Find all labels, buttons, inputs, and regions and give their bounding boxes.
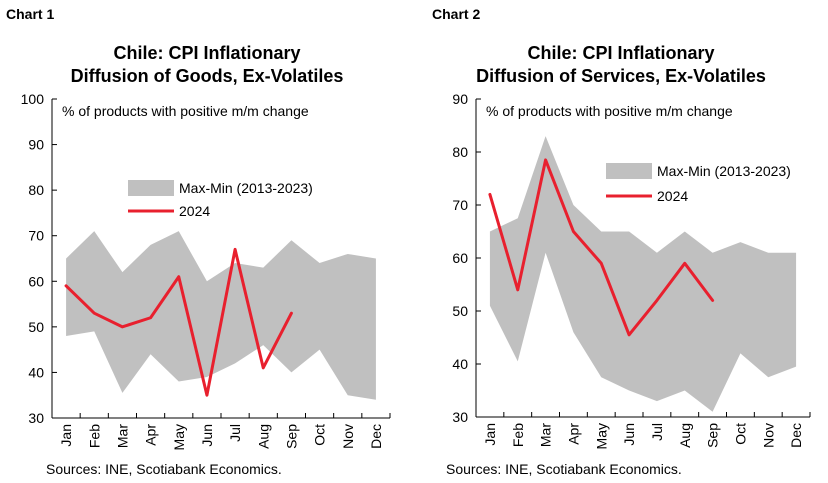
y-tick-label: 100 xyxy=(21,91,45,107)
x-tick-label: Aug xyxy=(677,423,693,448)
x-tick-label: Sep xyxy=(705,423,721,448)
x-tick-label: Apr xyxy=(565,423,581,445)
x-tick-label: Jul xyxy=(649,423,665,441)
x-tick-label: Nov xyxy=(760,423,776,448)
legend-label-line: 2024 xyxy=(179,203,210,219)
x-tick-label: Apr xyxy=(143,424,159,446)
y-tick-label: 50 xyxy=(452,303,468,319)
y-tick-label: 60 xyxy=(452,250,468,266)
x-tick-label: Dec xyxy=(368,424,384,449)
panel-label: Chart 1 xyxy=(6,6,55,22)
x-tick-label: Jul xyxy=(227,424,243,442)
source-note: Sources: INE, Scotiabank Economics. xyxy=(446,461,682,477)
legend-label-band: Max-Min (2013-2023) xyxy=(657,163,791,179)
x-tick-label: Aug xyxy=(255,424,271,449)
legend-label-band: Max-Min (2013-2023) xyxy=(179,180,313,196)
x-tick-label: Feb xyxy=(510,423,526,447)
x-tick-label: Sep xyxy=(283,424,299,449)
y-tick-label: 40 xyxy=(452,356,468,372)
source-note: Sources: INE, Scotiabank Economics. xyxy=(46,461,282,477)
x-tick-label: Jun xyxy=(621,423,637,446)
y-tick-label: 70 xyxy=(452,197,468,213)
y-tick-label: 50 xyxy=(28,319,44,335)
x-tick-label: Oct xyxy=(732,423,748,445)
x-tick-label: Dec xyxy=(788,423,804,448)
chart-panel-2: Chart 2 Chile: CPI Inflationary Diffusio… xyxy=(414,0,828,483)
y-tick-label: 90 xyxy=(28,137,44,153)
line-2024 xyxy=(64,247,293,397)
y-tick-label: 70 xyxy=(28,228,44,244)
panel-label: Chart 2 xyxy=(432,6,481,22)
y-tick-label: 30 xyxy=(28,410,44,426)
max-min-band xyxy=(489,136,797,412)
y-tick-label: 40 xyxy=(28,364,44,380)
x-tick-label: Mar xyxy=(538,423,554,447)
x-tick-label: Oct xyxy=(312,424,328,446)
x-tick-label: Mar xyxy=(114,424,130,448)
chart-title: Chile: CPI Inflationary Diffusion of Ser… xyxy=(414,42,828,88)
y-tick-label: 30 xyxy=(452,409,468,425)
y-tick-label: 80 xyxy=(452,144,468,160)
x-tick-label: May xyxy=(593,423,609,449)
legend-label-line: 2024 xyxy=(657,188,688,204)
y-tick-label: 60 xyxy=(28,273,44,289)
x-tick-label: Nov xyxy=(340,424,356,449)
y-tick-label: 90 xyxy=(452,91,468,107)
y-axis-label: % of products with positive m/m change xyxy=(62,103,309,119)
x-tick-label: Feb xyxy=(86,424,102,448)
chart-plot: 30 40 50 60 70 80 90 Jan Feb Mar Apr May Jun Jul Aug Se… xyxy=(452,91,811,449)
chart-panel-1: Chart 1 Chile: CPI Inflationary Diffusio… xyxy=(0,6,414,477)
y-axis-label: % of products with positive m/m change xyxy=(486,103,733,119)
x-tick-label: Jan xyxy=(482,423,498,446)
chart-title-line-2: Diffusion of Goods, Ex-Volatiles xyxy=(70,66,344,86)
chart-title-line-1: Chile: CPI Inflationary xyxy=(113,43,301,63)
chart-title-line-2: Diffusion of Services, Ex-Volatiles xyxy=(476,66,766,86)
x-tick-label: Jun xyxy=(199,424,215,447)
chart-plot: 30 40 50 60 70 80 90 100 Jan Feb Mar Apr May Jun Jul Au… xyxy=(21,91,391,450)
line-2024 xyxy=(488,158,715,337)
chart-title: Chile: CPI Inflationary Diffusion of Goo… xyxy=(0,42,414,88)
chart-title-line-1: Chile: CPI Inflationary xyxy=(527,43,715,63)
legend-swatch-band xyxy=(128,180,174,196)
legend-swatch-band xyxy=(606,163,652,179)
x-tick-label: May xyxy=(171,424,187,450)
x-tick-label: Jan xyxy=(58,424,74,447)
y-tick-label: 80 xyxy=(28,182,44,198)
